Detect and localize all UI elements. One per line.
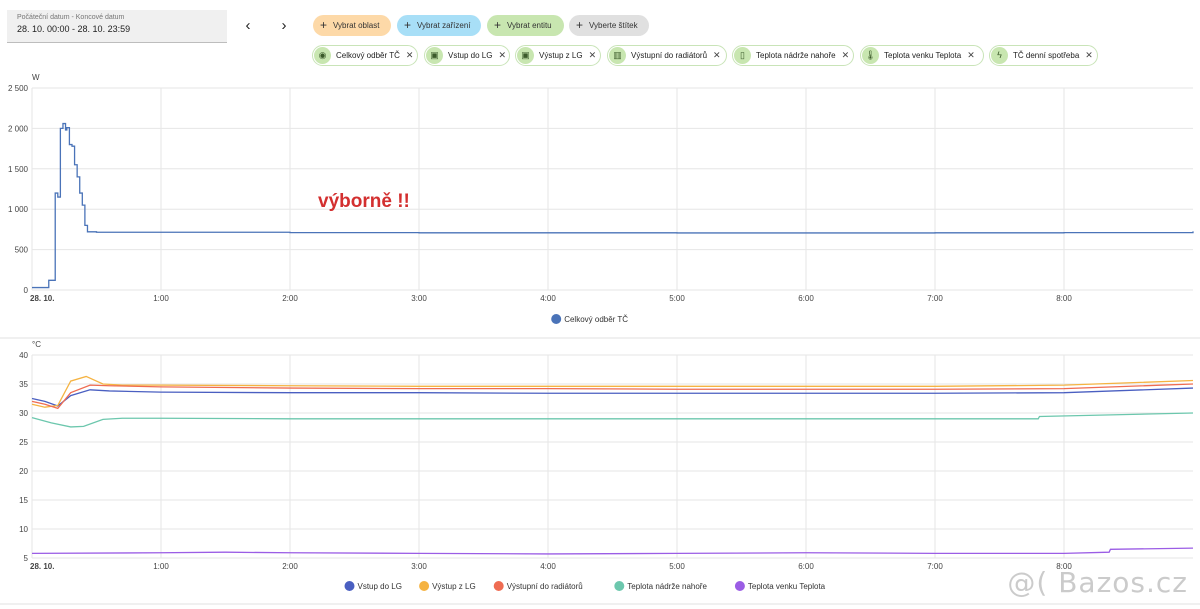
close-icon[interactable]: ✕ <box>841 50 850 60</box>
date-range-label: Počáteční datum - Koncové datum <box>17 14 125 21</box>
entity-chip-label: Teplota nádrže nahoře <box>756 51 836 60</box>
x-tick-label: 5:00 <box>669 294 685 303</box>
date-range-picker[interactable]: Počáteční datum - Koncové datum 28. 10. … <box>7 10 227 43</box>
target-button-label: Vybrat zařízení <box>417 21 471 30</box>
close-icon[interactable]: ✕ <box>498 50 507 60</box>
x-tick-label: 1:00 <box>153 294 169 303</box>
entity-chip[interactable]: ϟ TČ denní spotřeba ✕ <box>989 45 1098 66</box>
watermark-text: @( Bazos.cz <box>1007 566 1188 599</box>
plus-icon: + <box>576 18 584 32</box>
series-line-1 <box>31 375 1194 408</box>
x-tick-label: 4:00 <box>540 294 556 303</box>
x-tick-label: 6:00 <box>798 294 814 303</box>
x-tick-label: 3:00 <box>411 562 427 571</box>
legend-label: Výstup z LG <box>432 582 476 591</box>
y-tick-label: 1 000 <box>8 205 29 214</box>
x-tick-label: 28. 10. <box>30 294 54 303</box>
entity-chip-label: Výstup z LG <box>539 51 583 60</box>
y-tick-label: 20 <box>19 467 28 476</box>
x-tick-label: 28. 10. <box>30 562 54 571</box>
legend-dot <box>734 581 745 591</box>
close-icon[interactable]: ✕ <box>405 50 414 60</box>
date-range-value: 28. 10. 00:00 - 28. 10. 23:59 <box>17 24 131 34</box>
x-tick-label: 1:00 <box>153 562 169 571</box>
chevron-right-icon[interactable]: › <box>281 17 287 34</box>
y-tick-label: 35 <box>19 380 28 389</box>
target-button-3[interactable]: + Vyberte štítek <box>569 15 649 36</box>
device-icon: ▣ <box>517 47 534 64</box>
y-tick-label: 500 <box>15 246 29 255</box>
y-tick-label: 5 <box>24 554 29 563</box>
entity-chip-label: Teplota venku Teplota <box>884 51 962 60</box>
radiator-icon: ▥ <box>609 47 626 64</box>
y-tick-label: 40 <box>19 351 28 360</box>
entity-chip[interactable]: ▥ Výstupní do radiátorů ✕ <box>607 45 727 66</box>
y-tick-label: 25 <box>19 438 28 447</box>
plus-icon: + <box>404 18 412 32</box>
entity-chip-label: Výstupní do radiátorů <box>631 51 708 60</box>
legend-label: Teplota venku Teplota <box>748 582 826 591</box>
y-axis-unit-label: °C <box>32 340 41 349</box>
entity-chip[interactable]: ▣ Výstup z LG ✕ <box>515 45 601 66</box>
plus-icon: + <box>320 18 328 32</box>
target-button-label: Vybrat oblast <box>333 21 380 30</box>
target-button-label: Vybrat entitu <box>507 21 552 30</box>
x-tick-label: 7:00 <box>927 562 943 571</box>
target-button-2[interactable]: + Vybrat entitu <box>487 15 564 36</box>
entity-chip[interactable]: 🌡 Teplota venku Teplota ✕ <box>860 45 984 66</box>
x-tick-label: 4:00 <box>540 562 556 571</box>
y-tick-label: 15 <box>19 496 28 505</box>
target-button-1[interactable]: + Vybrat zařízení <box>397 15 481 36</box>
entity-chip[interactable]: ▣ Vstup do LG ✕ <box>424 45 510 66</box>
y-tick-label: 0 <box>24 286 29 295</box>
entity-chip[interactable]: ▯ Teplota nádrže nahoře ✕ <box>732 45 854 66</box>
close-icon[interactable]: ✕ <box>713 50 721 60</box>
legend-dot <box>614 581 625 591</box>
legend-label: Teplota nádrže nahoře <box>627 582 707 591</box>
entity-chip-label: Celkový odběr TČ <box>336 51 400 60</box>
x-tick-label: 5:00 <box>669 562 685 571</box>
chevron-left-icon[interactable]: ‹ <box>245 17 251 34</box>
x-tick-label: 3:00 <box>411 294 427 303</box>
legend-label: Výstupní do radiátorů <box>507 582 583 591</box>
legend-dot <box>493 581 504 591</box>
y-tick-label: 30 <box>19 409 28 418</box>
series-line-3 <box>31 412 1194 428</box>
target-button-label: Vyberte štítek <box>589 21 638 30</box>
y-tick-label: 10 <box>19 525 28 534</box>
series-line-0 <box>32 122 1194 289</box>
y-axis-unit-label: W <box>32 73 40 82</box>
y-tick-label: 2 500 <box>8 84 29 93</box>
x-tick-label: 6:00 <box>798 562 814 571</box>
flash-icon: ϟ <box>991 47 1008 64</box>
y-tick-label: 2 000 <box>8 124 29 133</box>
close-icon[interactable]: ✕ <box>1085 50 1093 60</box>
x-tick-label: 2:00 <box>282 562 298 571</box>
x-tick-label: 2:00 <box>282 294 298 303</box>
close-icon[interactable]: ✕ <box>588 50 597 60</box>
series-line-4 <box>31 547 1194 555</box>
entity-chip-label: TČ denní spotřeba <box>1013 51 1080 60</box>
entity-chip[interactable]: ◉ Celkový odběr TČ ✕ <box>312 45 418 66</box>
close-icon[interactable]: ✕ <box>967 50 975 60</box>
device-icon: ▣ <box>426 47 443 64</box>
series-line-2 <box>31 383 1194 410</box>
target-button-0[interactable]: + Vybrat oblast <box>313 15 391 36</box>
water-heater-icon: ▯ <box>734 47 751 64</box>
plus-icon: + <box>494 18 502 32</box>
legend-dot <box>551 314 562 324</box>
x-tick-label: 7:00 <box>927 294 943 303</box>
thermometer-icon: 🌡 <box>862 47 879 64</box>
annotation-text: výborně !! <box>318 191 410 212</box>
series-line-0 <box>31 387 1194 407</box>
legend-dot <box>344 581 355 591</box>
y-tick-label: 1 500 <box>8 165 29 174</box>
x-tick-label: 8:00 <box>1056 294 1072 303</box>
eye-icon: ◉ <box>314 47 331 64</box>
legend-label: Celkový odběr TČ <box>564 315 628 324</box>
entity-chip-label: Vstup do LG <box>448 51 493 60</box>
legend-label: Vstup do LG <box>358 582 402 591</box>
legend-dot <box>419 581 430 591</box>
